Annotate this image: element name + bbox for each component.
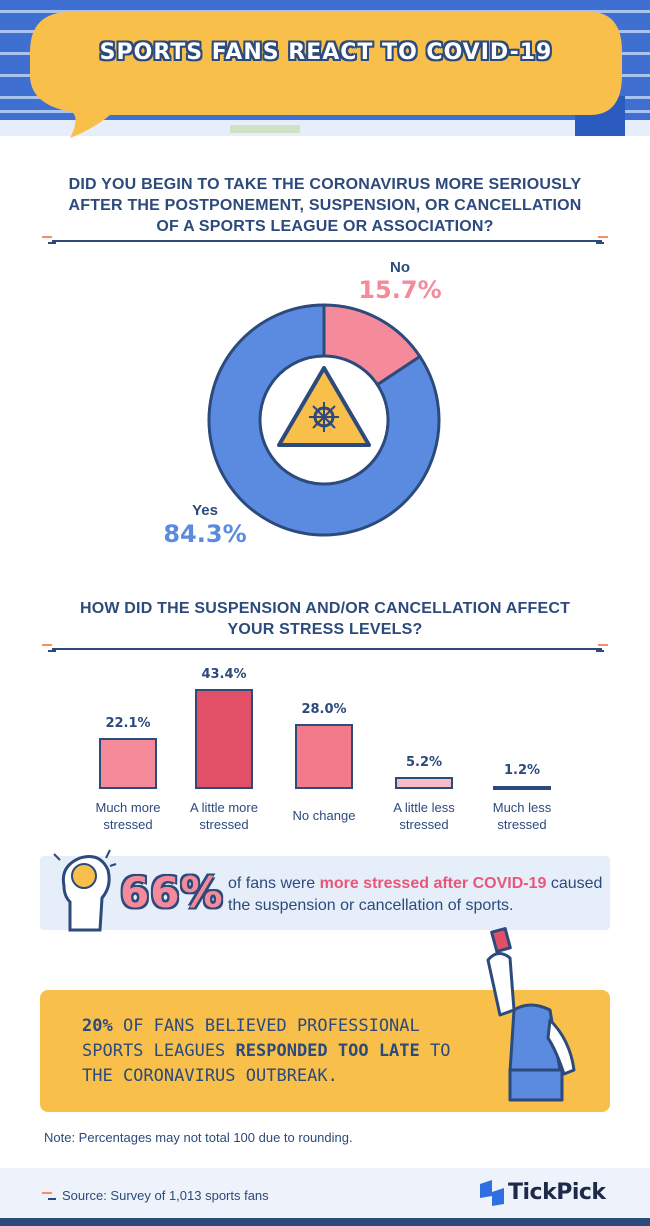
note: Note: Percentages may not total 100 due … <box>44 1130 353 1145</box>
stat-figure: 20% <box>82 1016 113 1036</box>
bar-chart: 22.1% Much more stressed 43.4% A little mor… <box>0 660 650 840</box>
brand-logo <box>480 1180 504 1206</box>
divider-dash <box>596 650 604 652</box>
source: Source: Survey of 1,013 sports fans <box>62 1188 269 1203</box>
category-label: Much more stressed <box>95 800 161 832</box>
category-label: Much less stressed <box>492 800 552 832</box>
stat-text: 20% OF FANS BELIEVED PROFESSIONAL SPORTS… <box>82 1014 462 1089</box>
category-label: A little less stressed <box>393 800 455 832</box>
referee-illustration <box>486 927 576 1102</box>
stat-text: of fans were more stressed after COVID-1… <box>228 873 608 917</box>
fist-icon <box>53 849 117 932</box>
footer-dash <box>42 1192 52 1194</box>
divider-dash <box>596 242 604 244</box>
divider <box>52 240 602 242</box>
footer-bar <box>0 1218 650 1226</box>
bar <box>295 724 353 789</box>
category-label: No change <box>292 808 356 823</box>
bar-title: HOW DID THE SUSPENSION AND/OR CANCELLATI… <box>79 600 571 638</box>
value-label: 15.7% <box>358 276 441 304</box>
divider-dash <box>42 236 52 238</box>
value-label: 5.2% <box>405 755 443 771</box>
segment-label: No <box>390 259 410 276</box>
divider-dash <box>42 644 52 646</box>
stat-text-part: of fans were <box>228 875 320 892</box>
warning-icon <box>277 366 371 447</box>
stat-highlight: more stressed after COVID-19 <box>319 875 547 892</box>
bar <box>493 786 551 791</box>
stat-figure: 66% <box>120 868 224 917</box>
divider-dash <box>48 650 56 652</box>
stat-text-part: OF FANS BELIEVED PROFESSIONAL SPORTS LEA… <box>82 1016 420 1061</box>
divider-dash <box>598 644 608 646</box>
value-label: 22.1% <box>105 716 151 732</box>
bar <box>99 738 157 789</box>
bar <box>195 689 253 789</box>
footer <box>0 1168 650 1218</box>
page-title: SPORTS FANS REACT TO COVID-19 <box>99 40 553 65</box>
stat-box <box>40 856 610 930</box>
bar <box>395 777 453 789</box>
brand: TickPick <box>508 1180 606 1205</box>
divider-dash <box>598 236 608 238</box>
value-label: 84.3% <box>163 520 246 548</box>
stat-text-part: TO THE CORONAVIRUS OUTBREAK. <box>82 1041 451 1086</box>
stat-text-part: caused the suspension or cancellation of… <box>228 875 603 914</box>
value-label: 28.0% <box>301 702 347 718</box>
category-label: A little more stressed <box>190 800 258 832</box>
value-label: 43.4% <box>201 667 247 682</box>
stat-highlight: RESPONDED TOO LATE <box>235 1041 420 1061</box>
segment-label: Yes <box>192 502 218 519</box>
header-background <box>0 0 650 145</box>
value-label: 1.2% <box>503 763 541 778</box>
donut-title: DID YOU BEGIN TO TAKE THE CORONAVIRUS MO… <box>68 176 582 235</box>
divider <box>52 648 602 650</box>
donut-segment <box>207 303 441 537</box>
divider-dash <box>48 242 56 244</box>
footer-dash <box>48 1198 56 1200</box>
